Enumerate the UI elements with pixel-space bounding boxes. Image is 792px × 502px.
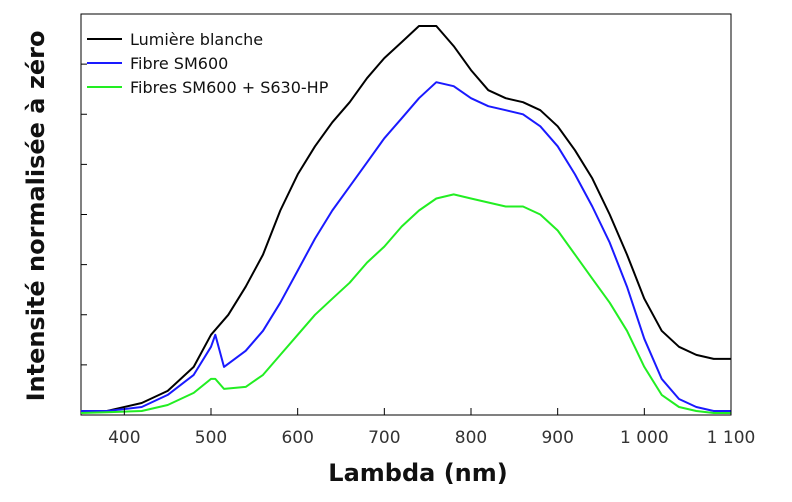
legend-label: Fibres SM600 + S630-HP	[130, 78, 329, 97]
y-axis-title: Intensité normalisée à zéro	[22, 31, 50, 402]
x-ticks: 400 500 600 700 800 900 1 000 1 100	[108, 408, 755, 448]
x-tick-label: 1 000	[620, 428, 669, 448]
series-line-2	[81, 81, 731, 412]
x-tick-label: 900	[541, 428, 573, 448]
legend-label: Lumière blanche	[130, 30, 263, 49]
series-layer	[80, 25, 731, 414]
x-tick-label: 800	[455, 428, 487, 448]
x-tick-label: 600	[281, 428, 313, 448]
plot-frame	[80, 13, 732, 416]
x-tick-label: 700	[368, 428, 400, 448]
legend: Lumière blanche Fibre SM600 Fibres SM600 +…	[87, 30, 329, 97]
x-tick-label: 500	[195, 428, 227, 448]
legend-label: Fibre SM600	[130, 54, 228, 73]
x-axis-title: Lambda (nm)	[328, 459, 507, 487]
series-line-1	[81, 25, 731, 412]
x-tick-label: 1 100	[707, 428, 756, 448]
series-line-3	[80, 193, 731, 414]
x-tick-label: 400	[108, 428, 140, 448]
y-ticks	[81, 63, 87, 366]
